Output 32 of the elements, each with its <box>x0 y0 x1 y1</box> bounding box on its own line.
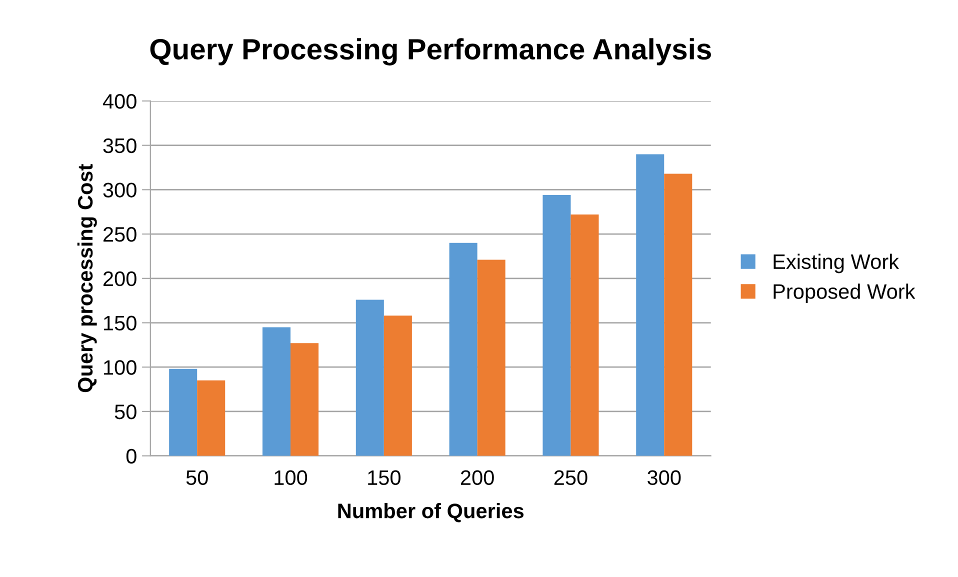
y-tick-label: 350 <box>103 138 136 154</box>
x-tick-label: 300 <box>648 470 681 486</box>
bar <box>290 343 319 456</box>
x-tick-label: 50 <box>186 470 208 486</box>
y-tick-label: 300 <box>103 182 136 198</box>
y-axis-title: Query processing Cost <box>77 164 97 392</box>
bar <box>197 380 226 456</box>
y-tick-label: 150 <box>104 316 136 331</box>
x-tick-label: 150 <box>368 470 400 486</box>
bar <box>542 195 571 456</box>
x-tick-label: 200 <box>460 470 494 486</box>
bar <box>477 260 506 456</box>
y-tick-label: 400 <box>102 94 136 109</box>
legend-label: Proposed Work <box>774 284 916 304</box>
x-tick-label: 250 <box>554 470 588 486</box>
x-tick-label: 100 <box>274 470 308 486</box>
bar <box>384 316 412 456</box>
y-tick-label: 100 <box>104 360 136 375</box>
y-tick-label: 50 <box>114 404 136 420</box>
y-tick-label: 250 <box>104 227 136 242</box>
bar <box>664 174 692 456</box>
x-axis-title: Number of Queries <box>338 503 524 522</box>
chart-title: Query Processing Performance Analysis <box>150 38 711 66</box>
bar <box>636 154 664 456</box>
bar <box>262 327 291 456</box>
y-tick-label: 200 <box>104 271 136 286</box>
bar <box>169 368 198 456</box>
legend-label: Existing Work <box>774 254 900 274</box>
bar <box>449 242 478 456</box>
bar <box>570 214 599 456</box>
y-tick-label: 0 <box>126 448 136 464</box>
bar <box>356 300 384 456</box>
